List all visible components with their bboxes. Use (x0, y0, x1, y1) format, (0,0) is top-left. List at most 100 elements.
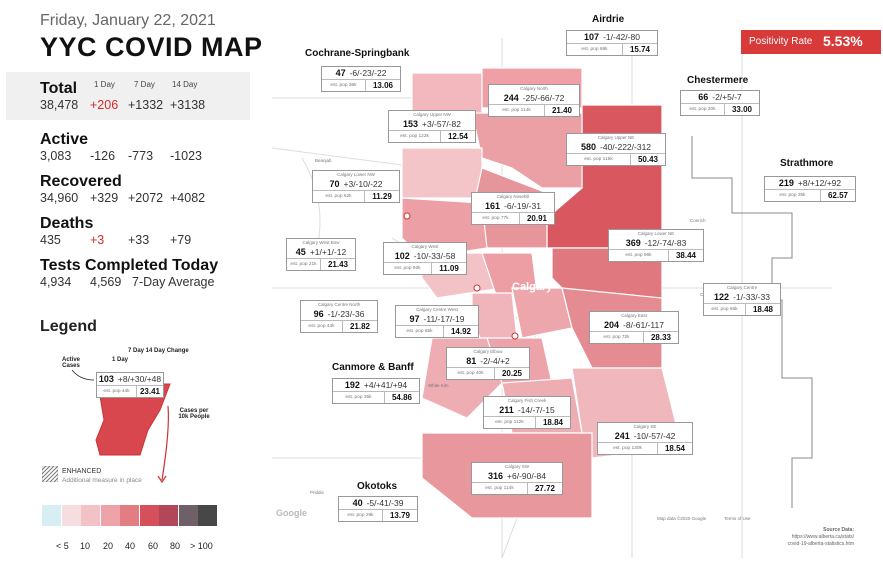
zone-population: est. pop 114k (485, 486, 514, 491)
zone-name: Calgary SE (633, 424, 657, 429)
zone-change: +8/+12/+92 (797, 178, 842, 188)
zone-label-box: Calgary Centre North 96 -1/-23/-36 est. pop… (300, 300, 378, 333)
color-scale-label: 60 (148, 541, 159, 551)
google-logo: Google (276, 508, 307, 518)
zone-change: -2/+5/-7 (712, 92, 742, 102)
legend-example-pop: est. pop 44k (103, 389, 130, 394)
total-14day: +3138 (170, 98, 206, 112)
active-1day: -126 (90, 149, 116, 163)
zone-name: Calgary Upper NE (597, 135, 635, 140)
zone-population: est. pop 115k (584, 157, 613, 162)
area-airdrie: Airdrie (592, 14, 625, 25)
zone-label-box: Calgary West Bow 45 +1/+1/-12 est. pop 21k 2… (286, 238, 356, 271)
zone-name: Calgary Upper NW (413, 112, 451, 117)
color-scale-swatch (159, 505, 178, 526)
zone-change: -2/-4/+2 (480, 356, 510, 366)
source-link-1[interactable]: https://www.alberta.ca/stats/ (791, 534, 854, 540)
legend-example-box: 103 +8/+30/+48 est. pop 44k 23.41 (96, 372, 164, 398)
zone-population: est. pop 92k (394, 266, 421, 271)
legend-example-region (95, 383, 171, 456)
color-scale-label: > 100 (190, 541, 213, 551)
zone-rate: 18.48 (745, 304, 780, 315)
zone-active-cases: 66 (698, 92, 709, 102)
total-value: 38,478 (40, 98, 79, 112)
zone-active-cases: 102 (394, 251, 410, 261)
area-strathmore: Strathmore (780, 158, 834, 169)
zone-label-box: Calgary Centre West 97 -11/-17/-19 est. pop… (395, 305, 479, 338)
zone-pop-row: est. pop 35k 62.57 (765, 189, 855, 201)
zone-pop-row: est. pop 115k 50.43 (567, 153, 665, 165)
zone-label-box: 40 -5/-41/-39 est. pop 29k 13.79 (338, 496, 418, 522)
zone-active-cases: 45 (295, 247, 306, 257)
source-link-2[interactable]: covid-19-alberta-statistics.htm (787, 541, 854, 547)
col-14day-header: 14 Day (172, 80, 198, 89)
zone-active-cases: 47 (335, 68, 346, 78)
zone-label-box: Calgary Nosehill 161 -6/-19/-31 est. pop 77… (471, 192, 555, 225)
zone-population: est. pop 122k (400, 134, 429, 139)
zone-active-cases: 369 (625, 238, 641, 248)
zone-population: est. pop 44k (308, 324, 335, 329)
legend-arrow-head (157, 475, 167, 484)
zone-change: -1/-23/-36 (327, 309, 365, 319)
zone-population: est. pop 65k (406, 329, 433, 334)
zone-label-box: Calgary SE 241 -10/-57/-42 est. pop 130k 18.… (597, 422, 693, 455)
zone-cases-row: 244 -25/-66/-72 (489, 92, 579, 104)
zone-change: -12/-74/-83 (644, 238, 687, 248)
deaths-value: 435 (40, 233, 61, 247)
zone-cases-row: 204 -8/-61/-117 (590, 319, 678, 331)
enhanced-hatch-icon (42, 466, 58, 482)
zone-population: est. pop 96k (625, 253, 652, 258)
zone-rate: 50.43 (630, 154, 665, 165)
zone-change: -25/-66/-72 (522, 93, 565, 103)
date-label: Friday, January 22, 2021 (40, 12, 216, 29)
zone-cases-row: 122 -1/-33/-33 (704, 291, 780, 303)
map-credit: Map data ©2020 Google (657, 516, 707, 521)
source-title: Source Data: (823, 527, 854, 533)
zone-active-cases: 122 (714, 292, 730, 302)
zone-active-cases: 107 (584, 32, 600, 42)
zone-label-box: 219 +8/+12/+92 est. pop 35k 62.57 (764, 176, 856, 202)
zone-label-box: 66 -2/+5/-7 est. pop 20k 33.00 (680, 90, 760, 116)
zone-label-box: Calgary Lower NW 70 +3/-10/-22 est. pop 62k… (312, 170, 400, 203)
zone-rate: 38.44 (668, 250, 703, 261)
tests-average-value: 4,569 (90, 275, 122, 289)
total-1day: +206 (90, 98, 119, 112)
zone-active-cases: 204 (604, 320, 620, 330)
legend-example-rate: 23.41 (136, 386, 163, 397)
zone-population: est. pop 130k (613, 446, 642, 451)
zone-population: est. pop 114k (502, 108, 531, 113)
zone-label-box: 107 -1/-42/-80 est. pop 68k 15.74 (566, 30, 658, 56)
zone-name: Calgary West Bow (302, 240, 340, 245)
legend-cases-per-label: Cases per 10k People (178, 408, 210, 420)
zone-rate: 15.74 (622, 44, 657, 55)
zone-cases-row: 316 +6/-90/-84 (472, 470, 562, 482)
zone-pop-row: est. pop 35k 54.86 (333, 391, 419, 403)
legend-one-day-label: 1 Day (112, 357, 129, 363)
positivity-value: 5.53% (823, 33, 863, 49)
zone-cases-row: 47 -6/-23/-22 (322, 67, 400, 79)
zone-change: -10/-33/-58 (413, 251, 456, 261)
terms-link[interactable]: Terms of Use (724, 516, 751, 521)
zone-rate: 18.54 (657, 443, 692, 454)
color-scale-swatch (139, 505, 159, 526)
zone-lower-nw-shape (401, 147, 483, 199)
zone-pop-row: est. pop 66k 18.48 (704, 303, 780, 315)
zone-active-cases: 211 (499, 405, 514, 415)
zone-cases-row: 102 -10/-33/-58 (384, 250, 466, 262)
zone-change: -1/-33/-33 (733, 292, 770, 302)
zone-rate: 20.25 (494, 368, 529, 379)
zone-pop-row: est. pop 36k 13.06 (322, 79, 400, 91)
zone-rate: 27.72 (527, 483, 562, 494)
zone-population: est. pop 20k (689, 107, 716, 112)
zone-cases-row: 66 -2/+5/-7 (681, 91, 759, 103)
zone-cases-row: 161 -6/-19/-31 (472, 200, 554, 212)
zone-change: -1/-42/-80 (603, 32, 640, 42)
zone-pop-row: est. pop 77k 20.91 (472, 212, 554, 224)
legend-example-shape (71, 369, 171, 484)
zone-rate: 21.40 (544, 105, 579, 116)
zone-change: -11/-17/-19 (423, 314, 465, 324)
zone-name: Calgary East (621, 313, 647, 318)
zone-rate: 13.79 (382, 510, 417, 521)
zone-label-box: Calgary Elbow 81 -2/-4/+2 est. pop 40k 20.25 (446, 347, 530, 380)
map-marker (403, 212, 411, 220)
